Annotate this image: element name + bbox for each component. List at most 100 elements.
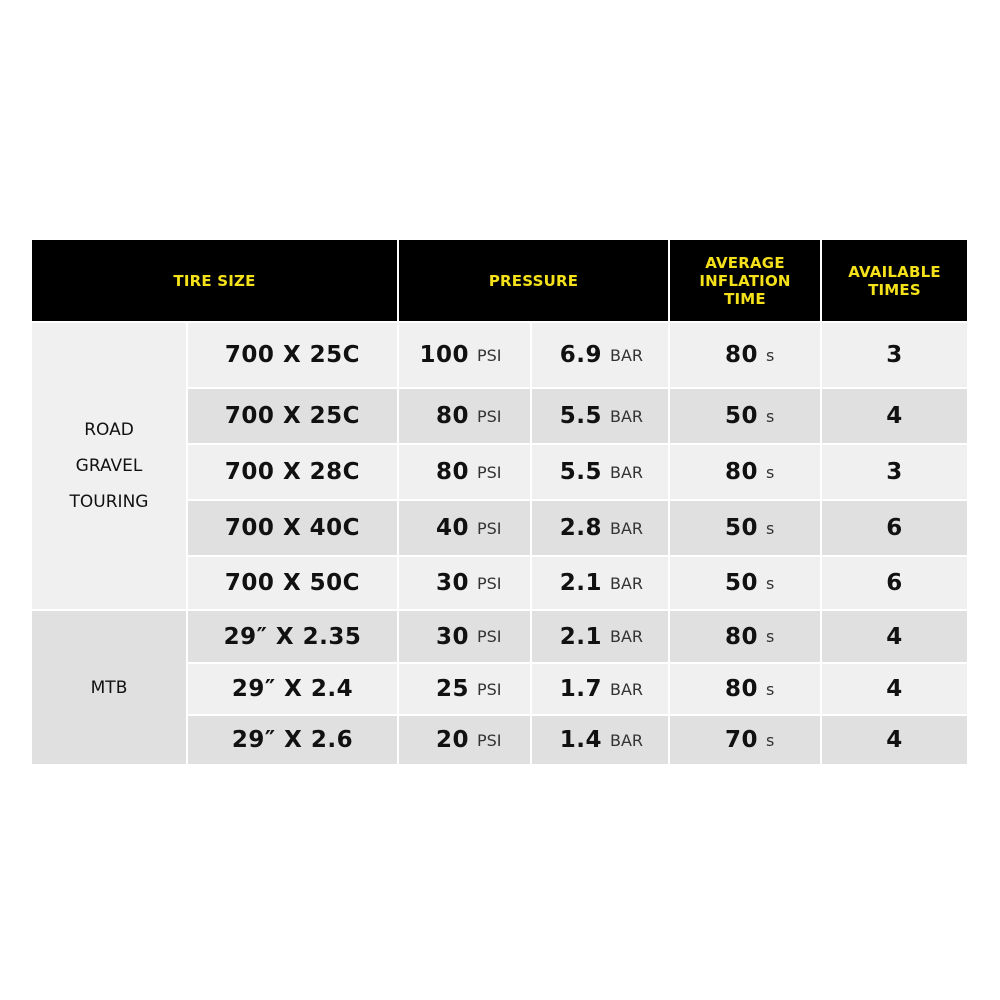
psi-value: 30 [435,570,469,596]
available-times-cell: 4 [822,664,967,714]
inflation-time-value: 50 [724,515,758,541]
available-times-value: 4 [886,676,903,702]
bar-value: 2.1 [559,623,602,650]
tire-size: 29″ X 2.4 [231,676,354,702]
inflation-time-cell: 50 s [670,501,820,555]
seconds-unit: s [766,679,775,699]
tire-size-cell: 700 X 40C [188,501,397,555]
tire-size: 700 X 40C [224,515,361,541]
bar-value: 6.9 [559,342,602,368]
bar-cell: 1.7 BAR [532,664,668,714]
bar-value: 5.5 [559,459,602,485]
psi-value: 30 [435,623,469,650]
inflation-time-cell: 80 s [670,664,820,714]
psi-value: 80 [435,459,469,485]
bar-cell: 5.5 BAR [532,445,668,499]
bar-value: 2.8 [559,515,602,541]
inflation-time-value: 80 [724,623,758,650]
available-times-value: 3 [886,342,903,368]
bar-cell: 1.4 BAR [532,716,668,764]
available-times-cell: 6 [822,557,967,609]
psi-value: 25 [435,676,469,702]
seconds-unit: s [766,730,775,750]
seconds-unit: s [766,345,775,365]
seconds-unit: s [766,406,775,426]
bar-unit: BAR [610,573,644,593]
inflation-time-cell: 80 s [670,323,820,387]
psi-unit: PSI [477,573,502,593]
available-times-value: 4 [886,727,903,753]
seconds-unit: s [766,462,775,482]
psi-cell: 30 PSI [399,557,530,609]
available-times-cell: 4 [822,389,967,443]
tire-size-cell: 29″ X 2.6 [188,716,397,764]
psi-unit: PSI [477,627,502,646]
bar-cell: 5.5 BAR [532,389,668,443]
psi-unit: PSI [477,462,502,482]
psi-unit: PSI [477,345,502,365]
category-road-gravel-touring: ROAD GRAVEL TOURING [32,323,186,609]
psi-cell: 100 PSI [399,323,530,387]
header-pressure: PRESSURE [399,240,668,321]
inflation-time-cell: 80 s [670,445,820,499]
psi-value: 80 [435,403,469,429]
bar-unit: BAR [610,345,644,365]
psi-cell: 30 PSI [399,611,530,662]
bar-value: 1.4 [559,727,602,753]
psi-unit: PSI [477,730,502,750]
tire-size: 700 X 25C [224,403,361,429]
tire-size-cell: 29″ X 2.4 [188,664,397,714]
bar-unit: BAR [610,679,644,699]
inflation-time-value: 50 [724,570,758,596]
psi-value: 20 [435,727,469,753]
inflation-time-value: 80 [724,676,758,702]
seconds-unit: s [766,573,775,593]
category-mtb: MTB [32,611,186,764]
psi-cell: 80 PSI [399,389,530,443]
bar-unit: BAR [610,627,644,646]
available-times-cell: 4 [822,716,967,764]
bar-value: 2.1 [559,570,602,596]
bar-cell: 2.8 BAR [532,501,668,555]
psi-value: 40 [435,515,469,541]
tire-size-cell: 700 X 28C [188,445,397,499]
inflation-time-cell: 80 s [670,611,820,662]
available-times-value: 6 [886,570,903,596]
available-times-cell: 3 [822,323,967,387]
available-times-value: 4 [886,623,903,650]
available-times-value: 6 [886,515,903,541]
bar-value: 1.7 [559,676,602,702]
bar-value: 5.5 [559,403,602,429]
bar-cell: 2.1 BAR [532,611,668,662]
tire-size: 700 X 28C [224,459,361,485]
seconds-unit: s [766,627,775,646]
inflation-time-value: 50 [724,403,758,429]
bar-cell: 2.1 BAR [532,557,668,609]
header-tire-size: TIRE SIZE [32,240,397,321]
inflation-time-value: 80 [724,342,758,368]
psi-cell: 25 PSI [399,664,530,714]
available-times-value: 3 [886,459,903,485]
header-available-times: AVAILABLE TIMES [822,240,967,321]
tire-size: 29″ X 2.35 [223,623,362,650]
available-times-cell: 4 [822,611,967,662]
tire-size-cell: 700 X 50C [188,557,397,609]
tire-size: 700 X 25C [224,342,361,368]
inflation-time-value: 70 [724,727,758,753]
available-times-cell: 6 [822,501,967,555]
psi-unit: PSI [477,518,502,538]
header-average-inflation-time: AVERAGE INFLATION TIME [670,240,820,321]
tire-size: 700 X 50C [224,570,361,596]
tire-size-cell: 29″ X 2.35 [188,611,397,662]
psi-cell: 20 PSI [399,716,530,764]
seconds-unit: s [766,518,775,538]
inflation-time-cell: 50 s [670,557,820,609]
bar-cell: 6.9 BAR [532,323,668,387]
inflation-time-value: 80 [724,459,758,485]
available-times-cell: 3 [822,445,967,499]
available-times-value: 4 [886,403,903,429]
psi-unit: PSI [477,679,502,699]
tire-size-cell: 700 X 25C [188,389,397,443]
tire-size-cell: 700 X 25C [188,323,397,387]
bar-unit: BAR [610,462,644,482]
